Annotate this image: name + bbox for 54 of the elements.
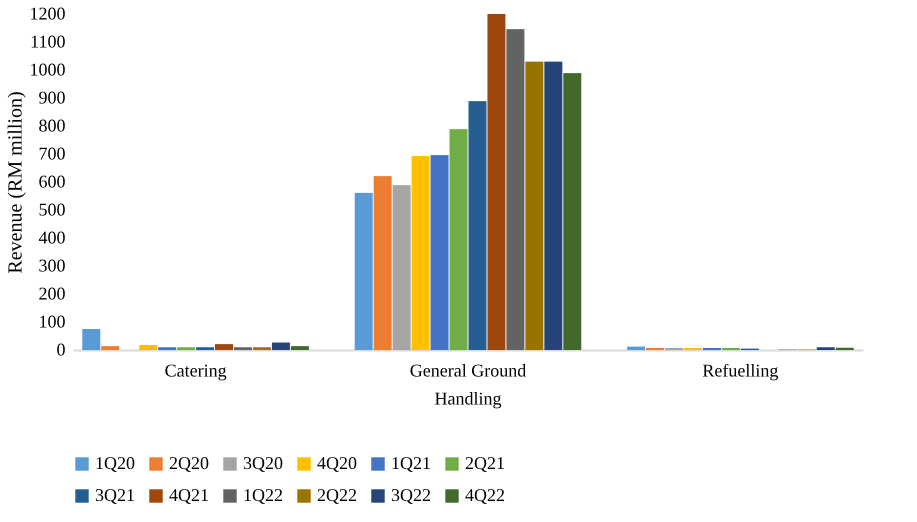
bar: [101, 346, 120, 350]
legend-label: 4Q21: [169, 485, 209, 505]
y-tick-label: 100: [38, 312, 66, 332]
bar: [234, 347, 252, 350]
x-tick-label: General Ground Handling: [410, 360, 526, 408]
x-tick-label: Catering: [164, 360, 227, 380]
bar: [196, 347, 214, 350]
legend-label: 4Q20: [317, 453, 357, 473]
y-tick-label: 600: [38, 172, 66, 192]
bar: [544, 62, 562, 350]
bar: [158, 347, 176, 350]
y-tick-label: 1200: [30, 4, 66, 24]
bar: [354, 192, 373, 350]
legend-label: 4Q22: [465, 485, 505, 505]
bar: [506, 29, 524, 350]
legend-label: 3Q22: [391, 485, 431, 505]
bar: [272, 342, 290, 350]
bar: [290, 346, 309, 350]
bar: [139, 344, 158, 350]
y-tick-label: 200: [38, 284, 66, 304]
bar: [177, 347, 196, 350]
legend-label: 2Q20: [169, 453, 209, 473]
bar: [450, 129, 468, 350]
bar: [392, 185, 411, 350]
y-tick-label: 400: [38, 228, 66, 248]
y-tick-label: 1000: [30, 60, 66, 80]
legend-label: 3Q20: [243, 453, 283, 473]
y-tick-label: 800: [38, 116, 66, 136]
bar: [430, 155, 449, 350]
legend-label: 1Q22: [243, 485, 283, 505]
x-tick-label: Refuelling: [702, 360, 778, 380]
bar: [563, 73, 582, 350]
y-axis-title: Revenue (RM million): [4, 91, 26, 274]
bar: [525, 62, 544, 350]
legend-label: 1Q21: [391, 453, 431, 473]
bar: [412, 156, 430, 350]
bar: [468, 101, 486, 350]
bar: [215, 344, 234, 350]
bar: [374, 176, 392, 350]
y-tick-label: 1100: [30, 32, 66, 52]
y-tick-label: 300: [38, 256, 66, 276]
bar: [627, 346, 646, 350]
bar: [816, 347, 835, 350]
y-tick-label: 700: [38, 144, 66, 164]
bar: [82, 329, 100, 350]
legend-label: 3Q21: [95, 485, 135, 505]
y-tick-label: 0: [56, 340, 66, 360]
legend-label: 1Q20: [95, 453, 135, 473]
y-tick-label: 900: [38, 88, 66, 108]
legend-label: 2Q22: [317, 485, 357, 505]
legend-label: 2Q21: [465, 453, 505, 473]
bar: [252, 347, 271, 350]
y-tick-label: 500: [38, 200, 66, 220]
bar: [487, 14, 506, 350]
